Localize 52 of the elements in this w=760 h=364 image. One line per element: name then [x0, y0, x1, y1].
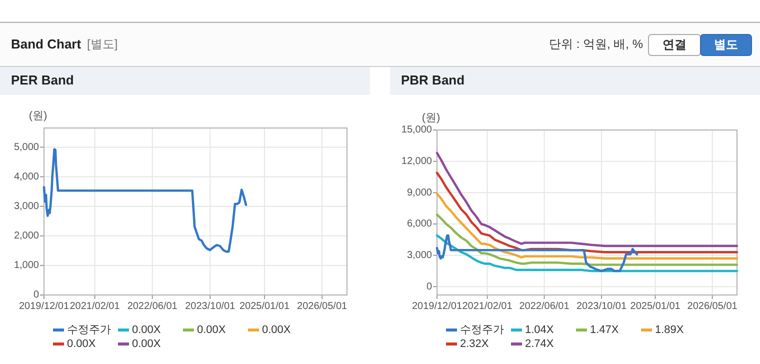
- text: Band Chart: [11, 36, 82, 52]
- y-tick-label: 2,000: [14, 230, 40, 242]
- text: 단위 : 억원, 배, %: [548, 37, 644, 52]
- y-tick-label: 15,000: [401, 124, 432, 136]
- x-tick-label: 2026/05/01: [687, 301, 738, 312]
- x-tick-label: 2022/06/01: [519, 301, 570, 312]
- y-tick-label: 0: [426, 281, 432, 292]
- line-series: [436, 152, 738, 248]
- legend-label: 1.04X: [525, 324, 554, 336]
- y-tick-label: 4,000: [14, 171, 40, 182]
- legend-label: 0.00X: [262, 324, 292, 336]
- y-tick-label: 0: [33, 290, 40, 301]
- x-tick-label: 2023/10/01: [576, 301, 627, 312]
- legend-label: 2.32X: [460, 338, 490, 350]
- y-axis-title: (원): [422, 112, 440, 124]
- legend-label: 1.89X: [655, 324, 684, 336]
- y-tick-label: 12,000: [401, 156, 432, 167]
- legend-label: 수정주가: [460, 324, 504, 336]
- x-tick-label: 2021/02/01: [462, 301, 513, 312]
- chart-title: PBR Band: [401, 72, 465, 88]
- legend-label: 0.00X: [132, 338, 162, 350]
- text: [별도]: [87, 37, 118, 52]
- legend-label: 0.00X: [67, 338, 96, 350]
- legend-label: 수정주가: [67, 324, 111, 336]
- x-tick-label: 2019/12/01: [412, 301, 462, 312]
- x-tick-label: 2025/01/01: [630, 301, 681, 312]
- x-tick-label: 2021/02/01: [70, 301, 120, 312]
- y-axis-title: (원): [28, 110, 48, 122]
- line-series: [436, 192, 738, 260]
- line-series: [436, 213, 738, 266]
- text: 별도: [714, 38, 738, 52]
- chart-title: PER Band: [11, 72, 74, 88]
- y-tick-label: 6,000: [406, 218, 432, 230]
- text: 연결: [662, 38, 686, 52]
- line-series: [436, 234, 638, 272]
- legend-label: 2.74X: [525, 338, 554, 350]
- x-tick-label: 2023/10/01: [185, 301, 236, 312]
- y-tick-label: 1,000: [14, 260, 40, 272]
- y-tick-label: 3,000: [14, 200, 40, 212]
- x-tick-label: 2019/12/01: [18, 301, 70, 312]
- legend-label: 0.00X: [197, 324, 226, 336]
- line-series: [436, 172, 738, 254]
- legend-label: 0.00X: [132, 324, 162, 336]
- line-series: [436, 234, 738, 272]
- y-tick-label: 9,000: [406, 187, 432, 198]
- line-series: [42, 148, 248, 253]
- y-tick-label: 5,000: [14, 142, 40, 153]
- x-tick-label: 2022/06/01: [127, 301, 178, 312]
- y-tick-label: 3,000: [406, 250, 432, 261]
- legend-label: 1.47X: [590, 324, 620, 336]
- x-tick-label: 2026/05/01: [297, 301, 348, 312]
- x-tick-label: 2025/01/01: [239, 301, 290, 312]
